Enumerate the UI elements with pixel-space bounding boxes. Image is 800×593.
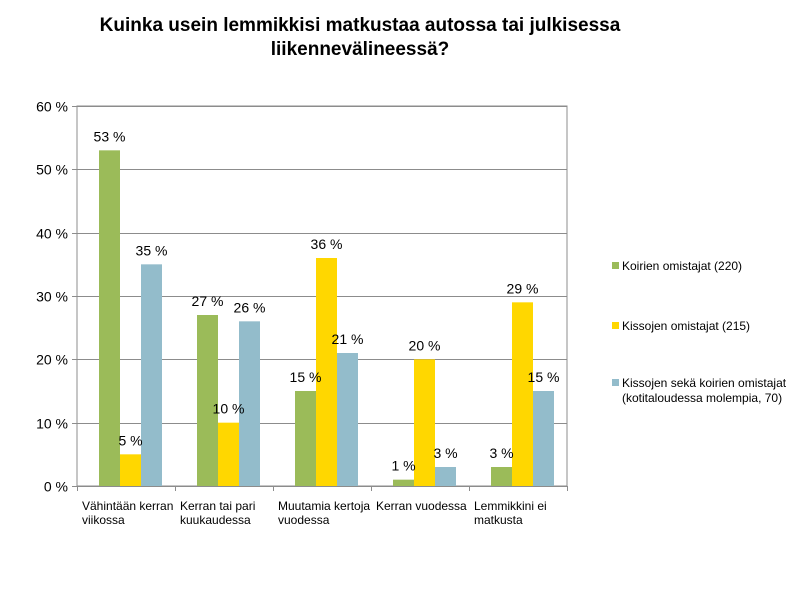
x-tick-label: Vähintään kerran: [82, 499, 173, 513]
data-label: 29 %: [507, 280, 539, 296]
bar: [533, 391, 554, 486]
x-tick-label: Muutamia kertoja: [278, 499, 370, 513]
x-tick-label: Lemmikkini ei: [474, 499, 547, 513]
bar: [295, 391, 316, 486]
data-label: 53 %: [94, 128, 126, 144]
data-label: 21 %: [332, 331, 364, 347]
y-tick-label: 30 %: [36, 289, 68, 305]
legend: Koirien omistajat (220) Kissojen omistaja…: [612, 259, 787, 405]
legend-label: Kissojen sekä koirien omistajat: [622, 376, 787, 390]
x-tick-label: matkusta: [474, 513, 523, 527]
legend-swatch: [612, 379, 619, 386]
data-label: 35 %: [136, 242, 168, 258]
x-tick-label: Kerran vuodessa: [376, 499, 467, 513]
y-tick-label: 10 %: [36, 416, 68, 432]
chart-title-line-2: liikennevälineessä?: [270, 39, 450, 60]
bar: [512, 302, 533, 486]
x-tick-label: vuodessa: [278, 513, 330, 527]
chart-title-line-1: Kuinka usein lemmikkisi matkustaa autoss…: [99, 15, 621, 36]
x-tick-label: kuukaudessa: [180, 513, 251, 527]
legend-swatch: [612, 262, 619, 269]
bar: [393, 479, 414, 486]
y-tick-label: 60 %: [36, 99, 68, 115]
data-label: 20 %: [409, 337, 441, 353]
bar: [218, 422, 239, 486]
data-label: 5 %: [118, 432, 142, 448]
data-label: 15 %: [528, 369, 560, 385]
legend-swatch: [612, 322, 619, 329]
bar: [141, 264, 162, 486]
bar: [414, 359, 435, 486]
bar: [239, 321, 260, 486]
chart-title: Kuinka usein lemmikkisi matkustaa autoss…: [0, 14, 720, 62]
legend-label: (kotitaloudessa molempia, 70): [622, 391, 782, 405]
data-label: 27 %: [192, 293, 224, 309]
y-tick-label: 50 %: [36, 162, 68, 178]
bar: [197, 315, 218, 486]
data-label: 36 %: [311, 236, 343, 252]
bar: [99, 150, 120, 487]
data-label: 3 %: [489, 445, 513, 461]
bar: [120, 454, 141, 486]
data-label: 1 %: [391, 458, 415, 474]
data-label: 15 %: [290, 369, 322, 385]
bar: [337, 353, 358, 486]
data-label: 10 %: [213, 401, 245, 417]
bar: [491, 467, 512, 486]
data-label: 3 %: [433, 445, 457, 461]
y-tick-label: 40 %: [36, 226, 68, 242]
bar: [316, 258, 337, 486]
legend-label: Kissojen omistajat (215): [622, 319, 750, 333]
y-tick-label: 0 %: [44, 479, 68, 495]
data-label: 26 %: [234, 299, 266, 315]
legend-label: Koirien omistajat (220): [622, 259, 742, 273]
y-axis-ticks: 0 % 10 % 20 % 30 % 40 % 50 % 60 %: [36, 99, 68, 495]
bars: [99, 150, 554, 487]
y-tick-label: 20 %: [36, 352, 68, 368]
x-tick-label: viikossa: [82, 513, 125, 527]
data-labels: 53 % 27 % 15 % 1 % 3 % 5 % 10 % 36 % 20 % 29 % 35 …: [94, 128, 560, 473]
x-tick-label: Kerran tai pari: [180, 499, 255, 513]
bar: [435, 467, 456, 486]
